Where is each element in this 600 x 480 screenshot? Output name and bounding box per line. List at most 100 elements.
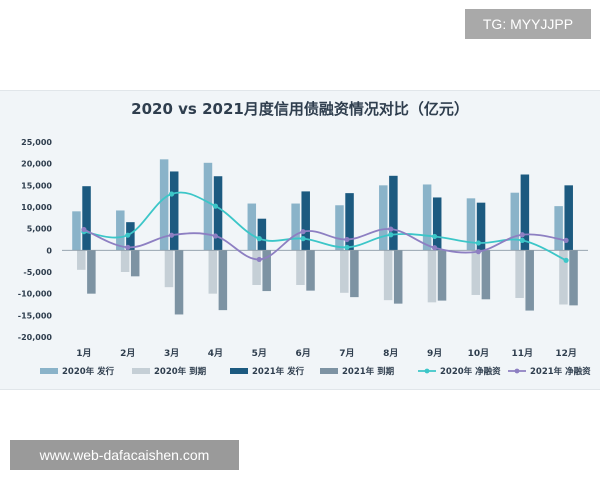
bar-3-8 bbox=[389, 175, 398, 251]
line-series-1 bbox=[83, 191, 567, 262]
line-2-point-6 bbox=[300, 229, 306, 235]
y-tick-label: -20,000 bbox=[18, 333, 53, 342]
line-1-point-3 bbox=[168, 191, 175, 197]
line-1-point-8 bbox=[388, 232, 394, 238]
bar-3-10 bbox=[476, 202, 486, 251]
line-2-point-12 bbox=[563, 237, 569, 243]
bar-2-12 bbox=[559, 250, 568, 305]
line-2-point-10 bbox=[475, 249, 482, 255]
line-2-point-9 bbox=[431, 245, 438, 251]
bar-3-11 bbox=[520, 174, 530, 251]
watermark-bottom: www.web-dafacaishen.com bbox=[10, 440, 239, 470]
y-tick-label: 25,000 bbox=[21, 138, 52, 147]
bar-3-7 bbox=[345, 193, 354, 251]
line-1-point-2 bbox=[125, 232, 131, 238]
bar-1-5 bbox=[247, 203, 257, 251]
bar-1-6 bbox=[291, 203, 300, 251]
legend-label: 2021年 到期 bbox=[342, 366, 395, 377]
bar-3-4 bbox=[213, 176, 223, 251]
bar-2-5 bbox=[252, 250, 261, 285]
x-tick-label: 6月 bbox=[295, 348, 310, 359]
y-tick-label: 10,000 bbox=[21, 203, 52, 212]
bar-2-8 bbox=[383, 250, 393, 301]
bar-4-2 bbox=[130, 250, 140, 277]
bar-2-1 bbox=[77, 250, 86, 270]
bar-3-2 bbox=[126, 222, 135, 251]
legend-label: 2020年 到期 bbox=[154, 366, 207, 377]
line-1-point-10 bbox=[475, 240, 482, 246]
bar-4-5 bbox=[262, 250, 271, 292]
bar-3-1 bbox=[82, 186, 91, 251]
watermark-top: TG: MYYJJPP bbox=[465, 9, 591, 39]
chart-card: 2020 vs 2021月度信用债融资情况对比（亿元） 25,000 20,000… bbox=[0, 90, 600, 390]
y-tick-label: 0 bbox=[46, 246, 52, 255]
legend-label: 2021年 发行 bbox=[252, 366, 305, 377]
chart-title: 2020 vs 2021月度信用债融资情况对比（亿元） bbox=[131, 100, 469, 118]
bar-1-10 bbox=[466, 198, 476, 251]
legend-marker-5 bbox=[424, 368, 430, 374]
bar-1-12 bbox=[554, 206, 563, 251]
y-tick-label: 5,000 bbox=[27, 225, 53, 234]
line-2-point-11 bbox=[519, 232, 525, 238]
bar-2-7 bbox=[340, 250, 349, 293]
x-tick-label: 1月 bbox=[76, 348, 91, 359]
x-tick-label: 4月 bbox=[208, 348, 223, 359]
line-1-point-9 bbox=[431, 233, 438, 240]
line-2-point-4 bbox=[212, 233, 219, 239]
bar-1-2 bbox=[116, 210, 125, 251]
bar-3-12 bbox=[564, 185, 573, 251]
bar-1-11 bbox=[510, 192, 520, 251]
y-tick-label: -5,000 bbox=[23, 268, 52, 277]
x-tick-label: 11月 bbox=[511, 348, 533, 359]
bar-2-11 bbox=[515, 250, 524, 298]
line-2-point-7 bbox=[344, 236, 350, 243]
line-2-point-1 bbox=[81, 226, 87, 233]
x-tick-label: 12月 bbox=[555, 348, 577, 359]
bar-4-4 bbox=[218, 250, 228, 311]
bar-2-2 bbox=[120, 250, 130, 272]
line-1-point-12 bbox=[563, 257, 569, 263]
bar-2-9 bbox=[427, 250, 437, 303]
legend-swatch-2 bbox=[132, 368, 150, 374]
legend-label: 2020年 发行 bbox=[62, 366, 115, 377]
legend-label: 2020年 净融资 bbox=[440, 366, 501, 377]
x-tick-label: 5月 bbox=[252, 348, 267, 359]
bar-4-11 bbox=[525, 250, 534, 311]
line-2-point-5 bbox=[256, 256, 262, 263]
bar-2-10 bbox=[471, 250, 481, 295]
line-1-point-4 bbox=[212, 203, 219, 209]
line-1-point-5 bbox=[256, 236, 262, 242]
bar-1-3 bbox=[159, 159, 169, 251]
bar-4-8 bbox=[393, 250, 403, 304]
legend-swatch-1 bbox=[40, 368, 58, 374]
bar-2-3 bbox=[164, 250, 174, 288]
bar-3-3 bbox=[169, 171, 179, 251]
bar-4-12 bbox=[569, 250, 578, 306]
bar-1-8 bbox=[379, 185, 388, 251]
x-tick-label: 10月 bbox=[468, 348, 490, 359]
bar-1-4 bbox=[203, 162, 213, 251]
x-tick-label: 9月 bbox=[427, 348, 442, 359]
bar-1-1 bbox=[72, 211, 81, 251]
legend-marker-6 bbox=[514, 368, 520, 374]
x-tick-label: 3月 bbox=[164, 348, 179, 359]
x-tick-label: 2月 bbox=[120, 348, 135, 359]
x-tick-label: 8月 bbox=[383, 348, 398, 359]
bar-4-9 bbox=[437, 250, 447, 301]
legend-swatch-3 bbox=[230, 368, 248, 374]
bar-4-3 bbox=[174, 250, 184, 315]
bar-1-9 bbox=[422, 184, 432, 251]
line-1-point-7 bbox=[344, 244, 350, 250]
bar-4-6 bbox=[306, 250, 315, 291]
x-tick-label: 7月 bbox=[339, 348, 354, 359]
bar-4-7 bbox=[350, 250, 359, 298]
legend-swatch-4 bbox=[320, 368, 338, 374]
y-tick-label: -15,000 bbox=[18, 311, 53, 320]
bar-2-4 bbox=[208, 250, 218, 294]
line-2-point-2 bbox=[125, 244, 131, 250]
legend-label: 2021年 净融资 bbox=[530, 366, 591, 377]
line-1-point-6 bbox=[300, 236, 306, 242]
line-series-2 bbox=[83, 228, 567, 261]
bar-3-5 bbox=[257, 218, 267, 251]
bar-1-7 bbox=[335, 205, 344, 251]
